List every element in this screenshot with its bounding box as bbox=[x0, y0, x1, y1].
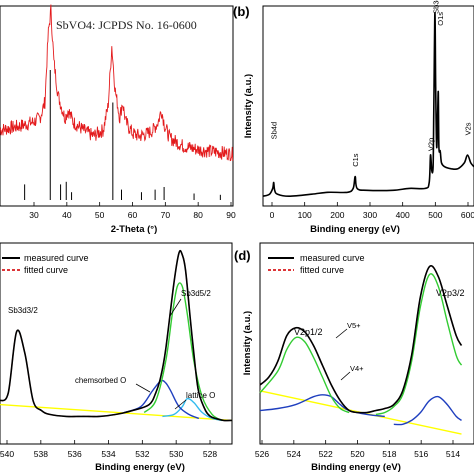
pd-label-v5: V5+ bbox=[347, 321, 361, 330]
x-tick-label: 500 bbox=[428, 210, 442, 220]
panel-d: (d) Intensity (a.u.) measured curve fitt… bbox=[234, 242, 474, 473]
pc-label-sb3d52: Sb3d5/2 bbox=[181, 289, 211, 298]
x-tick-label: 514 bbox=[446, 449, 460, 459]
pb-y-axis-label: Intensity (a.u.) bbox=[243, 74, 254, 138]
x-tick-label: 400 bbox=[396, 210, 410, 220]
pc-legend: measured curve fitted curve bbox=[2, 253, 89, 275]
pa-annotation: SbVO4: JCPDS No. 16-0600 bbox=[56, 18, 197, 32]
series-component bbox=[393, 395, 462, 426]
x-tick-label: 540 bbox=[0, 449, 14, 459]
panel-c: measured curve fitted curve Sb3d3/2 Sb3d… bbox=[0, 242, 233, 473]
pc-arrow-sb3d52 bbox=[169, 298, 182, 317]
x-tick-label: 300 bbox=[363, 210, 377, 220]
pb-peak-label: V2p bbox=[427, 138, 436, 151]
pc-x-axis-label: Binding energy (eV) bbox=[95, 462, 185, 473]
x-tick-label: 70 bbox=[161, 210, 171, 220]
series-component bbox=[262, 12, 474, 198]
x-tick-label: 516 bbox=[414, 449, 428, 459]
pb-peak-label: Sb4d bbox=[270, 122, 279, 140]
pb-panel-label: (b) bbox=[233, 4, 250, 19]
x-tick-label: 600 bbox=[461, 210, 474, 220]
x-tick-label: 526 bbox=[255, 449, 269, 459]
x-tick-label: 100 bbox=[298, 210, 312, 220]
x-tick-label: 530 bbox=[169, 449, 183, 459]
x-tick-label: 90 bbox=[226, 210, 236, 220]
pd-y-axis-label: Intensity (a.u.) bbox=[242, 311, 253, 375]
x-tick-label: 50 bbox=[95, 210, 105, 220]
x-tick-label: 536 bbox=[68, 449, 82, 459]
series-component bbox=[124, 379, 200, 420]
pc-legend-fitted: fitted curve bbox=[24, 265, 68, 275]
x-tick-label: 520 bbox=[350, 449, 364, 459]
series-component bbox=[375, 273, 463, 416]
pc-arrow-chemsorbed bbox=[135, 383, 151, 393]
series-component bbox=[259, 336, 350, 414]
pd-label-v2p32: V2p3/2 bbox=[436, 288, 465, 298]
x-tick-label: 30 bbox=[29, 210, 39, 220]
pb-peak-label: Sb3d bbox=[431, 0, 440, 14]
x-tick-label: 60 bbox=[128, 210, 138, 220]
x-tick-label: 200 bbox=[330, 210, 344, 220]
x-tick-label: 0 bbox=[270, 210, 275, 220]
pd-legend-fitted: fitted curve bbox=[300, 265, 344, 275]
series-measured-curve bbox=[259, 265, 463, 414]
x-tick-label: 524 bbox=[287, 449, 301, 459]
pc-label-lattice: lattice O bbox=[186, 391, 215, 400]
pa-xrd-pattern bbox=[0, 4, 234, 162]
pd-arrow-v5 bbox=[335, 328, 348, 339]
panel-a: SbVO4: JCPDS No. 16-0600 30 40 50 60 70 80 90 … bbox=[0, 4, 236, 235]
pd-x-axis-label: Binding energy (eV) bbox=[311, 462, 401, 473]
x-tick-label: 522 bbox=[319, 449, 333, 459]
pb-peak-label: O1s bbox=[436, 12, 445, 26]
series-measured-curve bbox=[0, 249, 233, 422]
x-tick-label: 538 bbox=[34, 449, 48, 459]
x-tick-label: 40 bbox=[62, 210, 72, 220]
series-component bbox=[143, 282, 223, 422]
pd-panel-label: (d) bbox=[234, 248, 251, 263]
x-tick-label: 80 bbox=[193, 210, 203, 220]
x-tick-label: 518 bbox=[382, 449, 396, 459]
series-component bbox=[162, 397, 223, 422]
pd-legend-measured: measured curve bbox=[300, 253, 365, 263]
pd-label-v4: V4+ bbox=[350, 364, 364, 373]
pb-peak-label: V2s bbox=[464, 122, 473, 135]
pd-legend: measured curve fitted curve bbox=[268, 253, 365, 275]
pa-x-axis-label: 2-Theta (°) bbox=[111, 224, 158, 235]
pc-label-sb3d32: Sb3d3/2 bbox=[8, 306, 38, 315]
pd-label-v2p12: V2p1/2 bbox=[294, 327, 323, 337]
x-tick-label: 528 bbox=[203, 449, 217, 459]
pc-label-chemsorbed: chemsorbed O bbox=[75, 376, 126, 385]
pc-arrow-lattice bbox=[174, 399, 187, 410]
x-tick-label: 532 bbox=[135, 449, 149, 459]
x-tick-label: 534 bbox=[101, 449, 115, 459]
pd-arrow-v4 bbox=[340, 371, 351, 381]
pb-x-axis-label: Binding energy (eV) bbox=[310, 224, 400, 235]
pc-legend-measured: measured curve bbox=[24, 253, 89, 263]
pb-peak-label: C1s bbox=[351, 153, 360, 167]
